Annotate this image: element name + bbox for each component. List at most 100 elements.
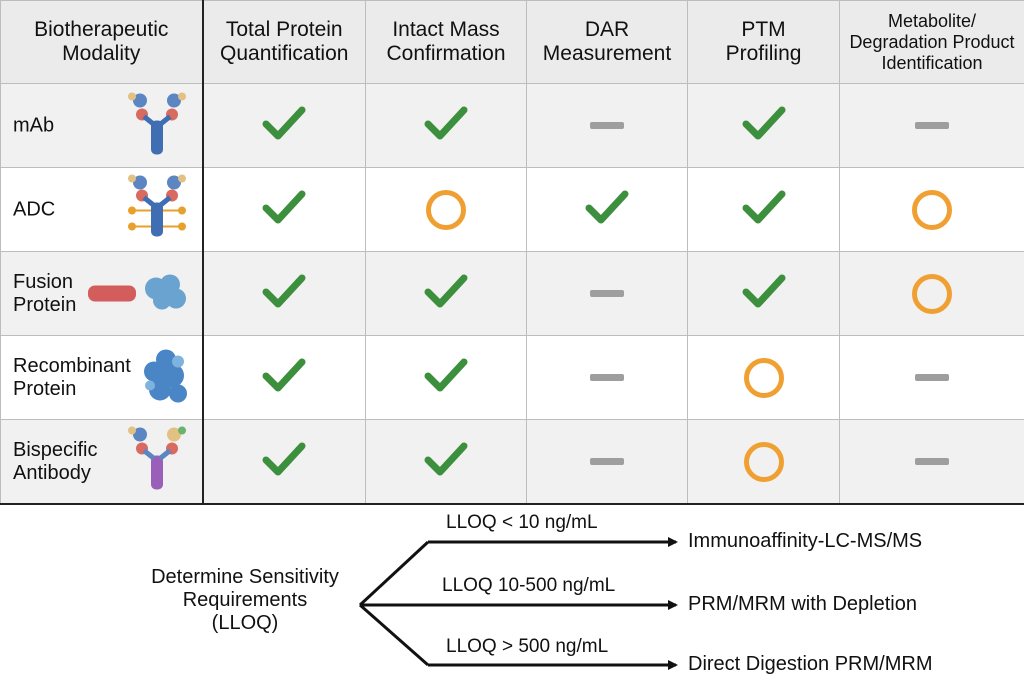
capability-cell — [202, 251, 366, 336]
capability-cell — [526, 251, 688, 336]
check-icon — [423, 439, 469, 484]
modality-label-line: Protein — [13, 293, 77, 316]
recombinant-protein-structure-icon — [138, 343, 194, 412]
capability-cell — [365, 419, 527, 505]
header-line: Quantification — [220, 42, 349, 65]
mab-structure-icon — [120, 86, 194, 165]
check-icon — [261, 271, 307, 316]
modality-label: mAb — [13, 114, 54, 137]
check-icon — [423, 103, 469, 148]
header-line: DAR — [584, 18, 630, 41]
flow-branch-line-top — [358, 540, 430, 607]
modality-label-line: Fusion — [13, 270, 74, 293]
header-line: Profiling — [725, 42, 802, 65]
modality-label-line: mAb — [13, 114, 55, 136]
capability-cell — [365, 335, 527, 420]
capability-cell — [839, 335, 1024, 420]
check-icon — [741, 187, 787, 232]
branch-condition: LLOQ > 500 ng/mL — [446, 636, 609, 657]
header-ptm: PTM Profiling — [687, 0, 840, 84]
modality-cell: mAb — [0, 83, 204, 168]
header-line: Confirmation — [386, 42, 506, 65]
bispecific-antibody-structure-icon — [120, 422, 194, 501]
check-icon — [741, 271, 787, 316]
capability-cell — [526, 419, 688, 505]
branch-method: Direct Digestion PRM/MRM — [688, 653, 933, 675]
header-line: Metabolite/ — [887, 10, 977, 31]
capability-cell — [687, 167, 840, 252]
capability-cell — [202, 419, 366, 505]
modality-cell: Bispecific Antibody — [0, 419, 204, 505]
modality-cell: ADC — [0, 167, 204, 252]
capability-cell — [202, 335, 366, 420]
dash-icon — [915, 121, 949, 129]
flow-root-line: (LLOQ) — [211, 612, 279, 634]
table-row: ADC — [0, 167, 1024, 252]
flow-branch-line-bottom — [359, 603, 429, 667]
modality-label: Bispecific Antibody — [13, 439, 97, 485]
modality-label: Fusion Protein — [13, 271, 76, 317]
capability-cell — [687, 335, 840, 420]
modality-label-line: Protein — [13, 377, 77, 400]
check-icon — [584, 187, 630, 232]
capability-cell — [202, 167, 366, 252]
dash-icon — [915, 373, 949, 381]
header-row: Biotherapeutic Modality Total Protein Qu… — [0, 0, 1024, 84]
header-line: Measurement — [542, 42, 672, 65]
dash-icon — [915, 457, 949, 465]
capability-matrix: Biotherapeutic Modality Total Protein Qu… — [0, 0, 1024, 505]
capability-cell — [839, 419, 1024, 505]
header-line: Intact Mass — [392, 18, 500, 41]
header-line: Identification — [881, 52, 983, 73]
dash-icon — [590, 373, 624, 381]
header-total-protein: Total Protein Quantification — [202, 0, 366, 84]
circle-icon — [912, 273, 952, 314]
circle-icon — [743, 357, 784, 398]
modality-cell: Recombinant Protein — [0, 335, 204, 420]
dash-icon — [590, 289, 624, 297]
capability-cell — [365, 251, 527, 336]
capability-cell — [526, 335, 688, 420]
fusion-protein-structure-icon — [84, 266, 194, 321]
modality-label: ADC — [13, 198, 55, 221]
dash-icon — [590, 121, 624, 129]
table-row: mAb — [0, 83, 1024, 168]
header-dar: DAR Measurement — [526, 0, 688, 84]
modality-label-line: Recombinant — [13, 354, 131, 377]
header-line: Biotherapeutic — [34, 18, 169, 41]
modality-label: Recombinant Protein — [13, 355, 131, 401]
check-icon — [261, 355, 307, 400]
matrix-body: mAb ADC Fusion Protein Recombinant Protein Bis… — [0, 83, 1024, 505]
check-icon — [741, 103, 787, 148]
capability-cell — [839, 167, 1024, 252]
capability-cell — [365, 167, 527, 252]
capability-cell — [365, 83, 527, 168]
capability-cell — [839, 83, 1024, 168]
adc-structure-icon — [120, 170, 194, 249]
branch-condition: LLOQ < 10 ng/mL — [446, 512, 598, 533]
modality-cell: Fusion Protein — [0, 251, 204, 336]
flow-root-node: Determine Sensitivity Requirements (LLOQ… — [130, 566, 360, 635]
capability-cell — [839, 251, 1024, 336]
check-icon — [423, 355, 469, 400]
header-line: Modality — [62, 42, 141, 65]
circle-icon — [912, 189, 952, 230]
capability-cell — [687, 419, 840, 505]
capability-cell — [526, 167, 688, 252]
capability-cell — [526, 83, 688, 168]
lloq-decision-flow — [358, 537, 678, 670]
check-icon — [261, 103, 307, 148]
header-line: Degradation Product — [849, 31, 1015, 52]
check-icon — [423, 271, 469, 316]
header-line: PTM — [741, 18, 786, 41]
circle-icon — [743, 441, 784, 482]
branch-condition: LLOQ 10-500 ng/mL — [442, 575, 616, 596]
branch-method: Immunoaffinity-LC-MS/MS — [688, 530, 923, 552]
capability-cell — [202, 83, 366, 168]
table-row: Bispecific Antibody — [0, 419, 1024, 505]
header-line: Total Protein — [225, 18, 343, 41]
flow-root-line: Determine Sensitivity — [151, 566, 339, 588]
circle-icon — [426, 189, 466, 230]
check-icon — [261, 187, 307, 232]
capability-cell — [687, 251, 840, 336]
